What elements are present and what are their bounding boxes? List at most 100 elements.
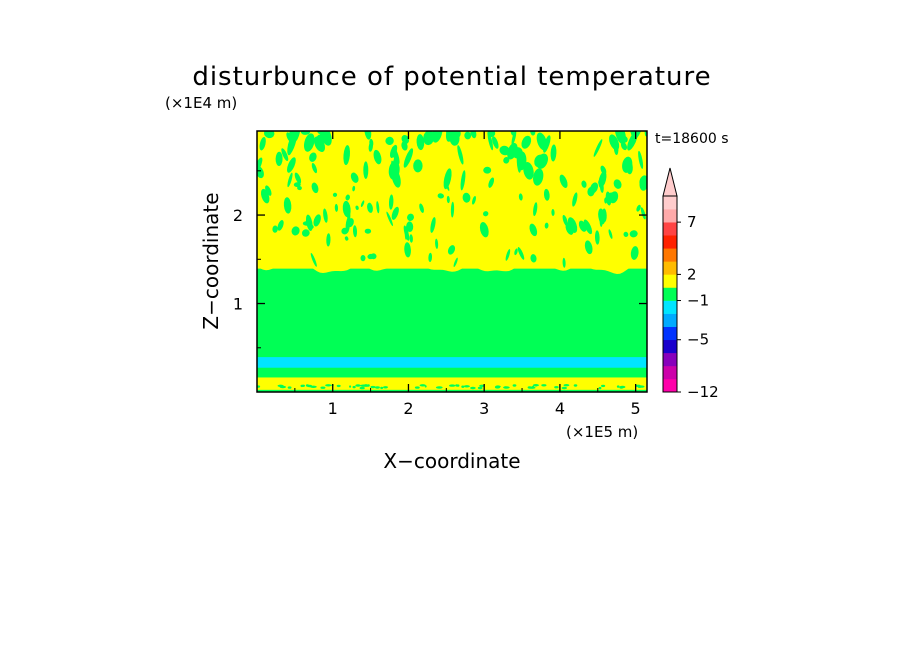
x-tick-label: 3 <box>479 399 489 418</box>
plot-area <box>257 131 647 392</box>
field-patch <box>287 386 292 389</box>
field-patch <box>287 134 295 156</box>
field-patch <box>584 240 593 255</box>
field-patch <box>352 225 358 238</box>
field-patch <box>521 135 532 149</box>
field-patch <box>554 386 559 389</box>
field-patch <box>530 254 537 263</box>
field-patch <box>562 257 566 268</box>
colorbar-extend-max <box>662 167 678 197</box>
field-patch <box>589 182 599 194</box>
field-patch <box>311 182 319 194</box>
field-patch <box>293 182 301 188</box>
colorbar-label: −12 <box>687 383 719 401</box>
field-patch <box>342 200 351 218</box>
field-patch <box>344 236 349 241</box>
field-patch <box>472 195 476 205</box>
field-patch <box>336 384 341 388</box>
field-patch <box>462 192 471 203</box>
field-patch <box>598 171 607 188</box>
field-patch <box>639 175 647 187</box>
colorbar-frame <box>662 195 678 393</box>
field-patch <box>414 386 420 389</box>
x-axis-label: X−coordinate <box>383 449 520 473</box>
field-band-1 <box>257 376 647 390</box>
field-patch <box>523 162 534 180</box>
field-patch <box>423 131 435 146</box>
field-patch <box>551 209 555 216</box>
field-patch <box>544 222 549 229</box>
field-patch <box>623 231 629 237</box>
field-patch <box>391 168 401 188</box>
field-patch <box>355 384 361 387</box>
field-patch <box>614 131 626 145</box>
field-patch <box>533 202 538 217</box>
field-patch <box>428 252 433 263</box>
field-patch <box>323 208 328 223</box>
field-patch <box>594 230 600 245</box>
field-patch <box>443 168 452 190</box>
field-patch <box>516 151 527 171</box>
colorbar-swatch <box>663 222 677 236</box>
field-patch <box>453 257 458 267</box>
colorbar-label: −5 <box>687 331 709 349</box>
field-patch <box>310 253 317 267</box>
field-patch <box>430 217 436 233</box>
field-patch <box>272 225 278 233</box>
field-patch <box>352 385 356 389</box>
field-patch <box>407 213 414 221</box>
field-patch <box>334 203 339 212</box>
y-tick-label: 2 <box>233 206 243 225</box>
upper-field-boundary <box>257 131 647 274</box>
field-patch <box>598 178 602 184</box>
field-patch <box>303 133 315 152</box>
field-patch <box>355 205 359 210</box>
field-patch <box>593 139 603 157</box>
field-patch <box>609 134 620 151</box>
field-patch <box>598 386 602 390</box>
field-patch <box>483 166 492 174</box>
field-patch <box>309 152 317 162</box>
field-patch <box>287 157 296 173</box>
field-patch <box>419 384 426 387</box>
field-patch <box>503 386 507 389</box>
field-patch <box>320 386 326 389</box>
field-patch <box>281 148 289 161</box>
field-patch <box>367 253 375 260</box>
field-patch <box>573 384 578 387</box>
field-patch <box>373 149 382 165</box>
field-patch <box>291 226 300 236</box>
field-patch <box>446 195 450 204</box>
field-band-0 <box>257 389 647 392</box>
field-patch <box>470 386 476 390</box>
field-patch <box>512 384 517 387</box>
field-patch <box>487 131 494 151</box>
field-patch <box>311 162 318 174</box>
field-patch <box>559 174 568 188</box>
field-patch <box>479 384 485 387</box>
field-patch <box>619 385 626 389</box>
field-patch <box>561 386 567 390</box>
field-patch <box>456 384 460 387</box>
field-patch <box>636 204 641 212</box>
field-patch <box>413 159 423 173</box>
field-patch <box>349 385 352 388</box>
field-patch <box>536 132 548 151</box>
field-patch <box>449 384 456 387</box>
x-tick-label: 1 <box>328 399 338 418</box>
field-patch <box>629 230 638 238</box>
field-patch <box>613 179 622 189</box>
colorbar: −12−5−127 <box>662 167 719 401</box>
field-patch <box>386 211 393 226</box>
field-patch <box>368 141 373 152</box>
field-patch <box>435 238 439 249</box>
field-patch <box>447 245 456 255</box>
field-patch <box>450 201 455 218</box>
field-patch <box>460 170 466 191</box>
field-patch <box>301 229 310 237</box>
field-patch <box>401 141 408 151</box>
field-patch <box>343 145 351 166</box>
colorbar-swatch <box>663 261 677 275</box>
field-patch <box>389 144 398 158</box>
